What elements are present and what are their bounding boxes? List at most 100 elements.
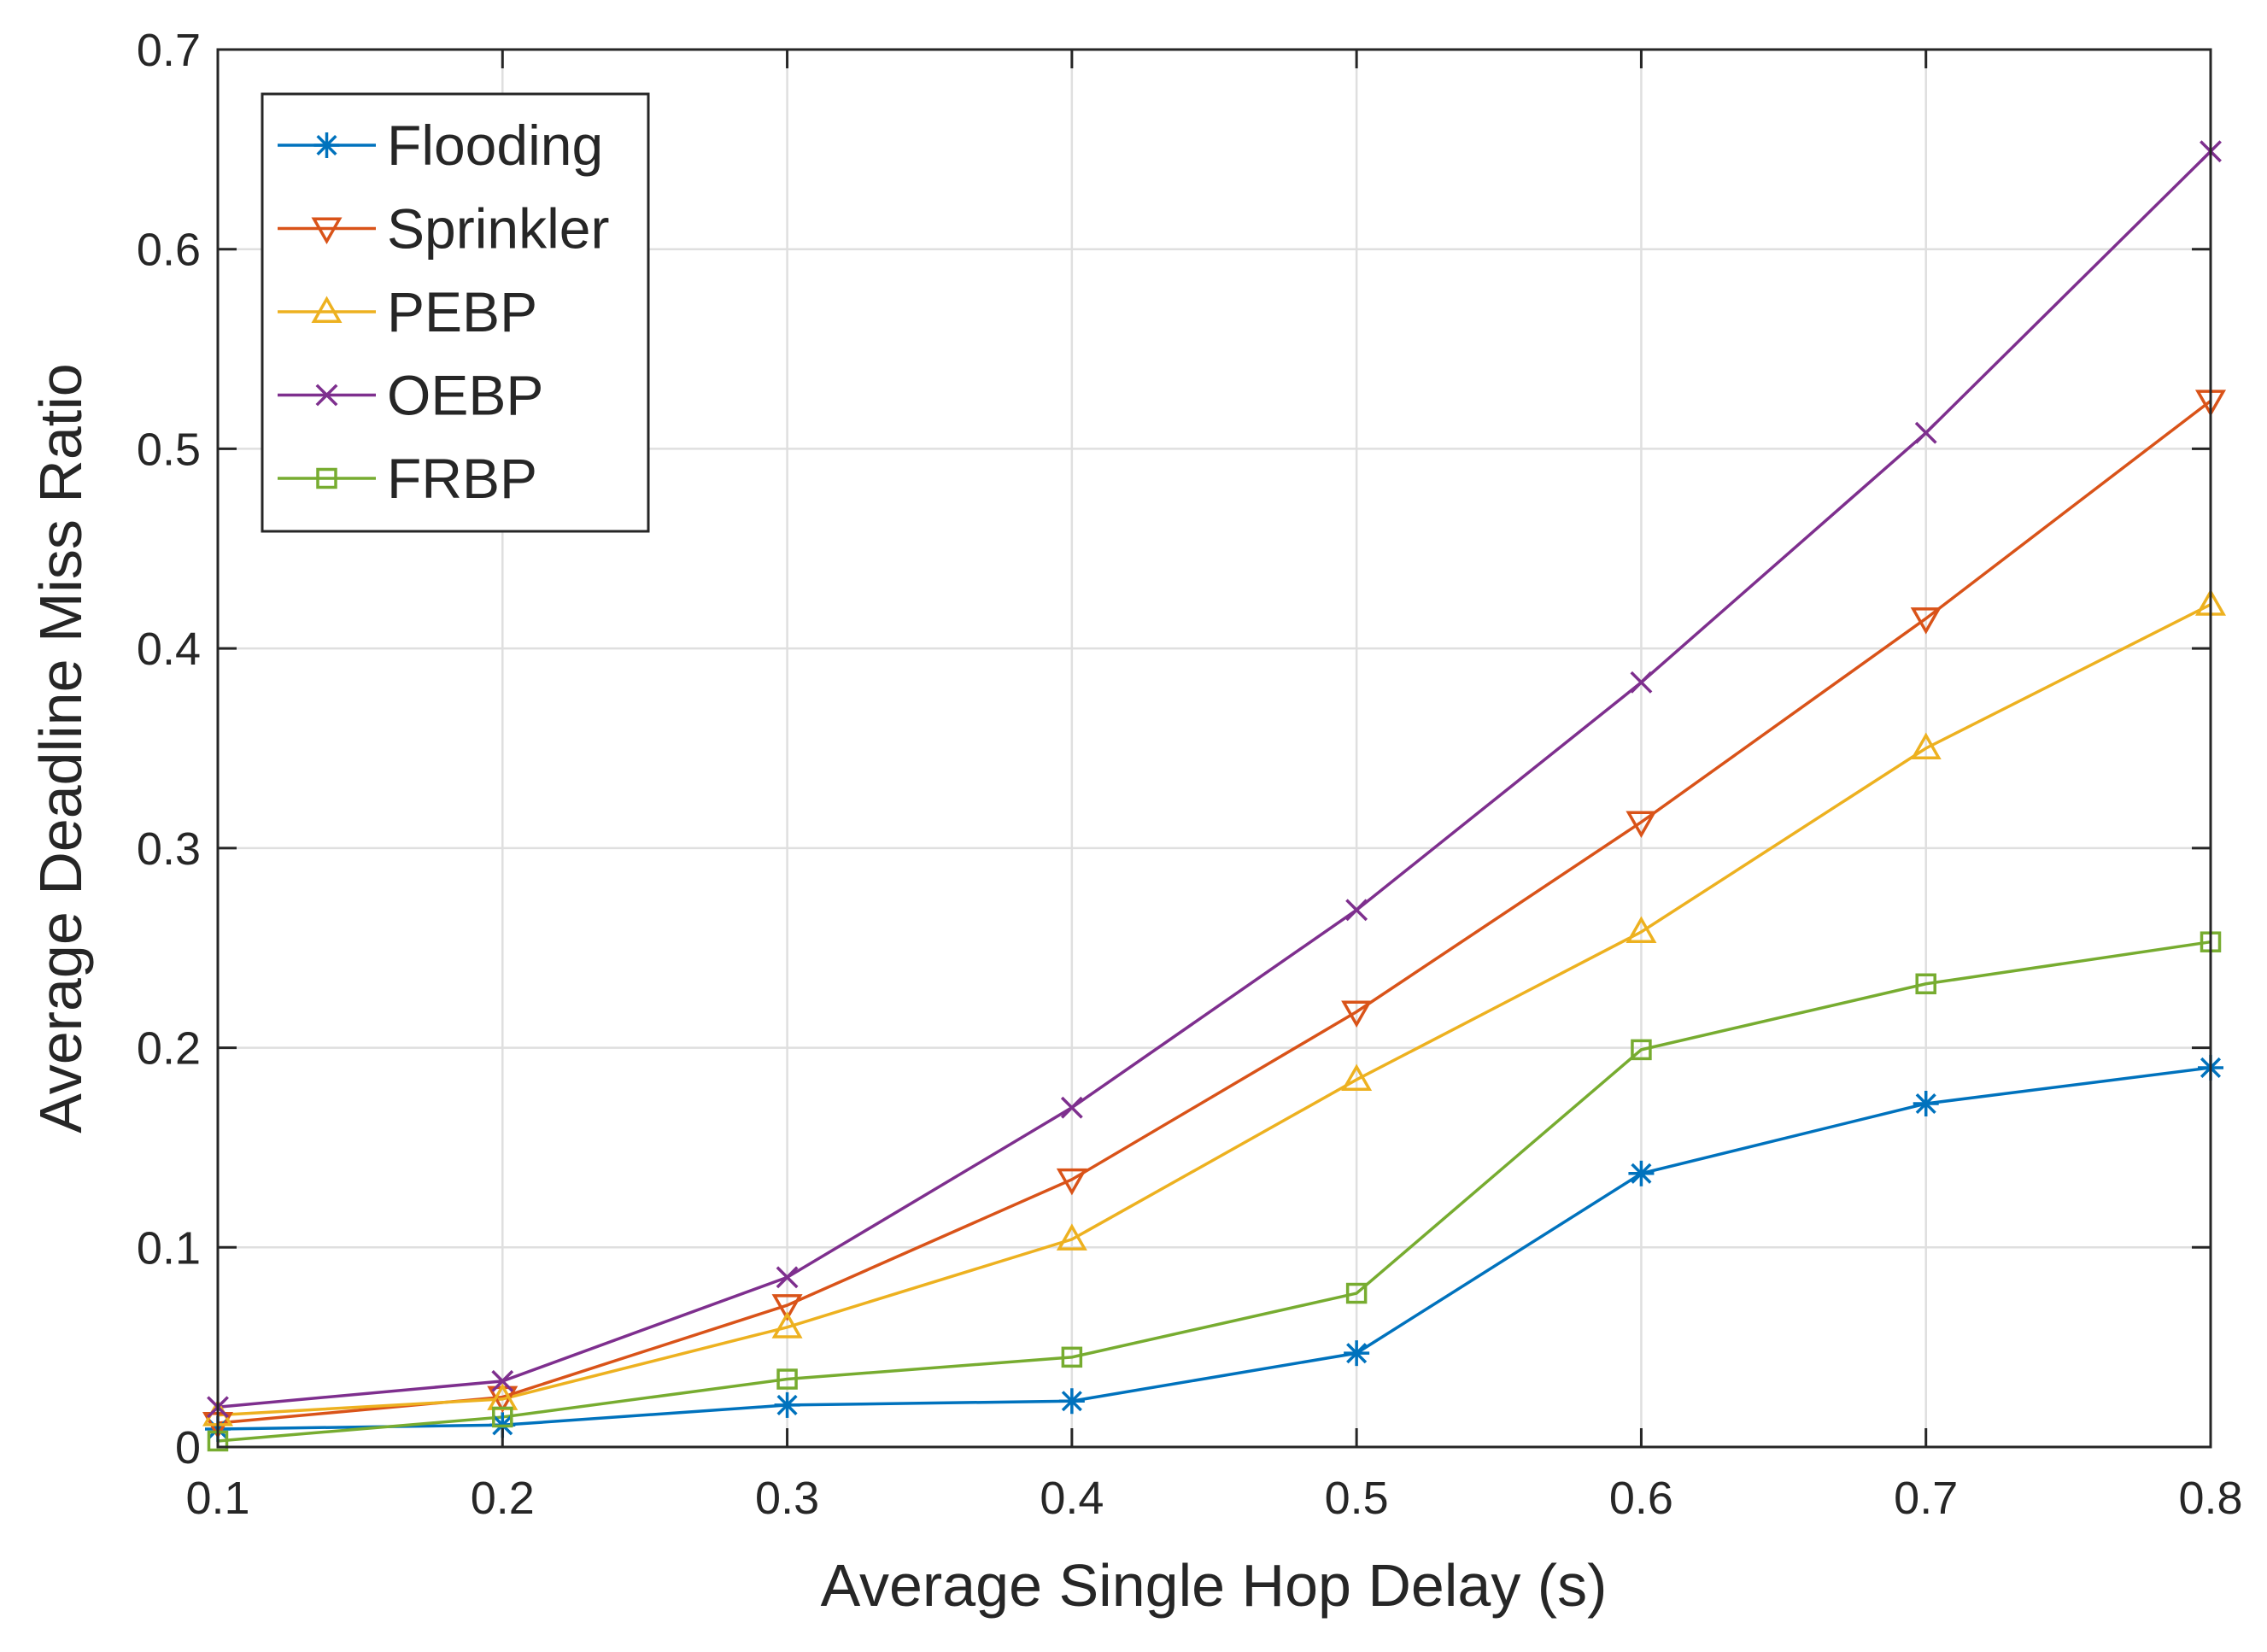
series-line-sprinkler: [217, 399, 2212, 1425]
data-point-flooding: [1344, 1340, 1370, 1367]
series-line-oebp: [217, 149, 2212, 1409]
data-point-frbp: [1915, 973, 1936, 995]
marker-shape: [1056, 1223, 1087, 1251]
marker-shape: [311, 217, 343, 245]
marker-stroke: [1060, 1096, 1083, 1119]
marker-shape: [1910, 732, 1942, 759]
axis-ticks: [216, 48, 2212, 1449]
data-point-oebp: [1345, 899, 1368, 922]
data-point-pebp: [771, 1311, 803, 1339]
data-point-pebp: [1341, 1063, 1373, 1091]
legend-label: Sprinkler: [387, 197, 609, 261]
marker-stroke: [1061, 1391, 1082, 1412]
marker-shape: [776, 1368, 798, 1390]
marker-stroke: [776, 1394, 798, 1415]
y-tick-label: 0.2: [137, 1023, 201, 1075]
marker-stroke: [1345, 899, 1368, 922]
marker-stroke: [1914, 421, 1937, 444]
y-tick-label: 0.6: [137, 225, 201, 276]
legend-item-sprinkler: Sprinkler: [278, 197, 609, 261]
data-point-sprinkler: [1626, 811, 1657, 839]
marker-stroke: [316, 134, 337, 156]
series-line-flooding: [217, 1066, 2211, 1431]
marker-stroke: [1915, 1093, 1936, 1115]
y-tick-label: 0.7: [137, 25, 201, 76]
marker-shape: [1626, 811, 1657, 839]
y-tick-label: 0.5: [137, 424, 201, 475]
data-point-frbp: [1345, 1282, 1368, 1304]
legend-label: FRBP: [387, 447, 537, 510]
data-point-oebp: [491, 1369, 514, 1392]
data-point-oebp: [1914, 421, 1937, 444]
data-point-frbp: [1061, 1346, 1083, 1368]
marker-stroke: [1631, 1163, 1652, 1184]
marker-shape: [1626, 916, 1657, 944]
data-point-pebp: [1626, 916, 1657, 944]
marker-stroke: [315, 384, 338, 407]
marker-stroke: [1346, 1343, 1368, 1364]
marker-stroke: [776, 1266, 799, 1289]
data-point-flooding: [1058, 1388, 1085, 1415]
marker-shape: [1061, 1346, 1083, 1368]
data-point-flooding: [1628, 1160, 1655, 1186]
marker-shape: [316, 467, 337, 489]
data-point-oebp: [776, 1266, 799, 1289]
x-tick-label: 0.4: [1040, 1473, 1104, 1524]
series-line-pebp: [217, 603, 2211, 1417]
y-tick-label: 0.3: [137, 823, 201, 875]
data-point-sprinkler: [1341, 1000, 1373, 1028]
y-tick-label: 0.1: [137, 1222, 201, 1274]
x-tick-label: 0.5: [1325, 1473, 1389, 1524]
legend-item-flooding: Flooding: [278, 114, 603, 177]
marker-shape: [1915, 973, 1936, 995]
series-lines: [217, 149, 2212, 1443]
legend-swatch-marker: [311, 217, 343, 245]
data-point-frbp: [492, 1406, 513, 1428]
data-point-frbp: [776, 1368, 798, 1390]
x-tick-label: 0.6: [1609, 1473, 1673, 1524]
marker-stroke: [1630, 671, 1653, 694]
y-tick-label: 0: [175, 1422, 201, 1473]
marker-shape: [1631, 1039, 1652, 1061]
data-point-oebp: [1630, 671, 1653, 694]
legend-item-frbp: FRBP: [278, 447, 537, 510]
data-point-sprinkler: [1910, 607, 1942, 635]
data-point-pebp: [1056, 1223, 1087, 1251]
marker-shape: [771, 1311, 803, 1339]
marker-shape: [492, 1406, 513, 1428]
marker-stroke: [491, 1369, 514, 1392]
data-point-pebp: [1910, 732, 1942, 759]
legend-label: Flooding: [387, 114, 603, 177]
marker-shape: [1345, 1282, 1368, 1304]
x-tick-label: 0.1: [185, 1473, 249, 1524]
x-tick-label: 0.7: [1894, 1473, 1958, 1524]
marker-shape: [311, 296, 343, 323]
legend-label: PEBP: [387, 280, 537, 343]
data-point-oebp: [1060, 1096, 1083, 1119]
series-markers: [202, 140, 2227, 1452]
data-point-frbp: [1631, 1039, 1652, 1061]
marker-shape: [1341, 1063, 1373, 1091]
data-point-flooding: [774, 1391, 800, 1418]
legend-swatch-marker: [315, 384, 338, 407]
legend-label: OEBP: [387, 364, 543, 427]
y-axis-title: Average Deadline Miss Ratio: [27, 363, 94, 1133]
legend-swatch-marker: [311, 296, 343, 323]
x-tick-label: 0.8: [2178, 1473, 2242, 1524]
marker-shape: [1910, 607, 1942, 635]
legend-item-oebp: OEBP: [278, 364, 543, 427]
legend-swatch-marker: [316, 467, 337, 489]
marker-shape: [771, 1294, 803, 1321]
y-tick-label: 0.4: [137, 624, 201, 675]
marker-shape: [1056, 1168, 1087, 1196]
marker-shape: [1341, 1000, 1373, 1028]
legend-item-pebp: PEBP: [278, 280, 537, 343]
series-line-frbp: [217, 940, 2211, 1443]
data-point-sprinkler: [1056, 1168, 1087, 1196]
x-tick-label: 0.3: [755, 1473, 819, 1524]
x-axis-title: Average Single Hop Delay (s): [821, 1552, 1608, 1619]
data-point-sprinkler: [771, 1294, 803, 1321]
x-tick-label: 0.2: [471, 1473, 535, 1524]
legend: Flooding Sprinkler PEBP OEBP FRBP: [261, 92, 650, 533]
